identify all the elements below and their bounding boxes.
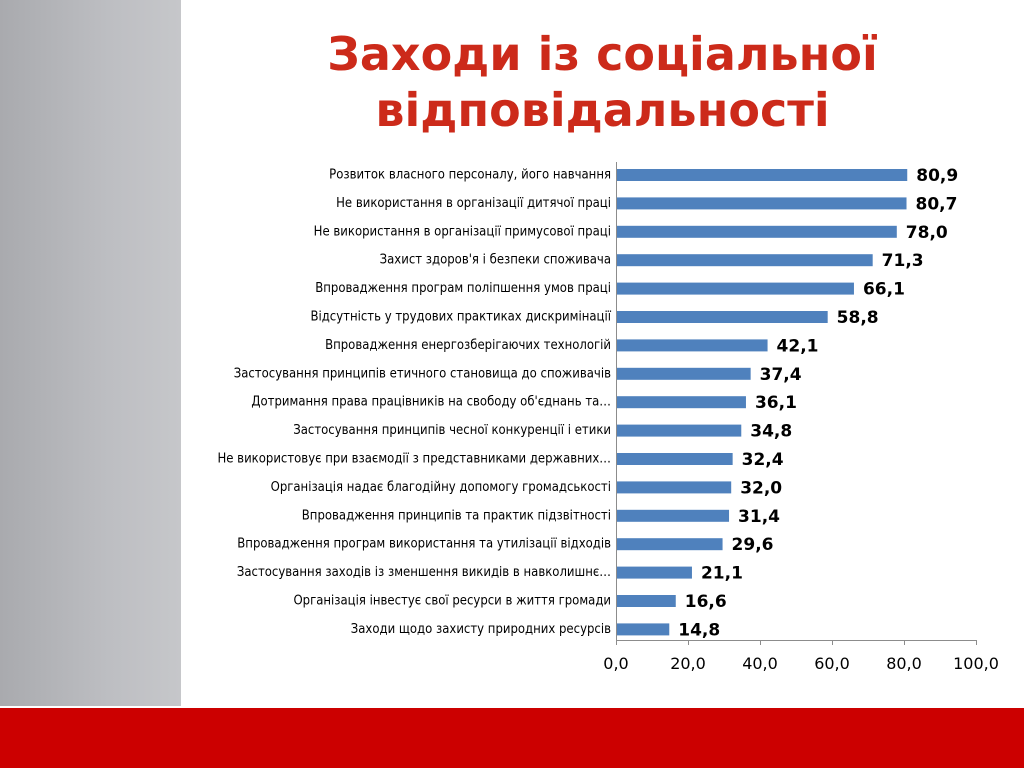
value-label: 36,1 bbox=[755, 393, 797, 413]
category-label: Застосування заходів із зменшення викиді… bbox=[237, 565, 611, 580]
bar bbox=[616, 424, 742, 437]
value-label: 71,3 bbox=[882, 251, 924, 271]
value-label: 80,9 bbox=[916, 166, 958, 186]
x-tick-label: 60,0 bbox=[814, 654, 850, 673]
category-label: Застосування принципів етичного становищ… bbox=[234, 366, 611, 381]
bar bbox=[616, 197, 907, 210]
value-label: 42,1 bbox=[777, 336, 819, 356]
x-tick-label: 80,0 bbox=[886, 654, 922, 673]
category-label: Застосування принципів чесної конкуренці… bbox=[293, 423, 611, 438]
bar bbox=[616, 623, 670, 636]
bar bbox=[616, 538, 723, 551]
category-label: Розвиток власного персоналу, його навчан… bbox=[329, 168, 611, 183]
footer-bar bbox=[0, 706, 1024, 768]
slide-title-line-2: відповідальності bbox=[375, 83, 830, 137]
value-label: 66,1 bbox=[863, 280, 905, 300]
category-label: Впровадження програм використання та ути… bbox=[237, 537, 611, 552]
bar bbox=[616, 566, 692, 579]
value-label: 32,4 bbox=[742, 450, 784, 470]
bar bbox=[616, 509, 730, 522]
bar bbox=[616, 453, 733, 465]
slide-title: Заходи із соціальної відповідальності bbox=[181, 26, 1024, 138]
x-tick-label: 40,0 bbox=[742, 654, 778, 673]
bar bbox=[616, 254, 873, 267]
bar-chart: Розвиток власного персоналу, його навчан… bbox=[217, 162, 999, 673]
bar bbox=[616, 367, 751, 380]
category-label: Заходи щодо захисту природних ресурсів bbox=[351, 622, 611, 637]
category-label: Не використання в організації дитячої пр… bbox=[336, 196, 611, 211]
category-label: Організація інвестує свої ресурси в житт… bbox=[293, 594, 611, 609]
x-tick-label: 100,0 bbox=[953, 654, 999, 673]
category-label: Не використання в організації примусової… bbox=[314, 224, 611, 239]
value-label: 21,1 bbox=[701, 564, 743, 584]
bar bbox=[616, 311, 828, 323]
value-label: 80,7 bbox=[916, 194, 958, 214]
value-label: 29,6 bbox=[732, 535, 774, 555]
bar bbox=[616, 396, 746, 409]
value-label: 31,4 bbox=[738, 507, 780, 527]
value-label: 78,0 bbox=[906, 223, 948, 243]
side-panel bbox=[0, 0, 181, 706]
axis-group: 0,0 20,0 40,0 60,0 80,0 100,0 bbox=[603, 162, 999, 673]
category-label: Дотримання права працівників на свободу … bbox=[251, 395, 611, 410]
bar bbox=[616, 595, 676, 607]
value-label: 37,4 bbox=[760, 365, 802, 385]
bar bbox=[616, 339, 768, 352]
category-label: Не використовує при взаємодії з представ… bbox=[217, 452, 611, 467]
category-label: Впровадження енергозберігаючих технологі… bbox=[325, 338, 611, 353]
slide-title-line-1: Заходи із соціальної bbox=[327, 27, 878, 81]
category-label: Захист здоров'я і безпеки споживача bbox=[380, 253, 611, 268]
bar bbox=[616, 169, 908, 181]
value-label: 32,0 bbox=[740, 478, 782, 498]
bar bbox=[616, 225, 897, 238]
value-label: 58,8 bbox=[837, 308, 879, 328]
category-label: Відсутність у трудових практиках дискрим… bbox=[310, 310, 611, 325]
value-label: 16,6 bbox=[685, 592, 727, 612]
x-tick-label: 20,0 bbox=[670, 654, 706, 673]
value-label: 34,8 bbox=[750, 422, 792, 442]
value-label: 14,8 bbox=[678, 620, 720, 640]
x-tick-label: 0,0 bbox=[603, 654, 628, 673]
category-label: Впровадження принципів та практик підзві… bbox=[302, 508, 611, 523]
bars-group: Розвиток власного персоналу, його навчан… bbox=[217, 166, 958, 640]
bar bbox=[616, 282, 854, 295]
category-label: Організація надає благодійну допомогу гр… bbox=[271, 480, 611, 495]
bar bbox=[616, 481, 732, 494]
category-label: Впровадження програм поліпшення умов пра… bbox=[315, 281, 611, 296]
